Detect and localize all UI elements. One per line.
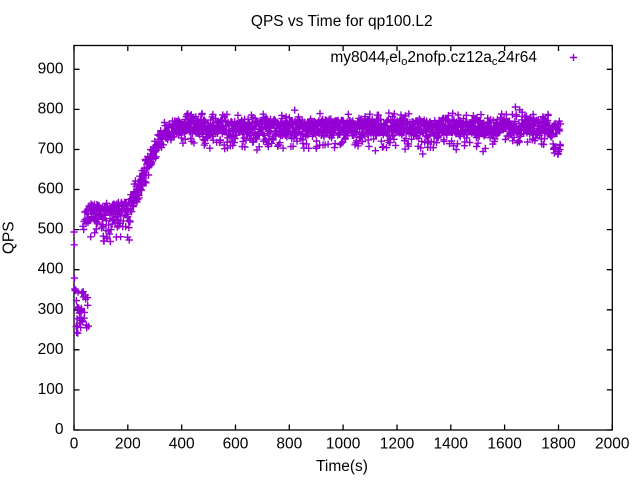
svg-text:400: 400 — [169, 436, 195, 453]
svg-text:500: 500 — [38, 221, 64, 238]
svg-text:600: 600 — [223, 436, 249, 453]
svg-text:1600: 1600 — [487, 436, 522, 453]
svg-text:Time(s): Time(s) — [316, 458, 368, 475]
svg-text:0: 0 — [70, 436, 79, 453]
svg-text:800: 800 — [38, 100, 64, 117]
svg-text:800: 800 — [276, 436, 302, 453]
svg-text:400: 400 — [38, 261, 64, 278]
svg-text:1400: 1400 — [434, 436, 469, 453]
svg-text:900: 900 — [38, 60, 64, 77]
svg-text:1000: 1000 — [326, 436, 361, 453]
svg-text:200: 200 — [38, 341, 64, 358]
svg-text:QPS: QPS — [1, 221, 18, 254]
svg-text:my8044relo2nofp.cz12ac24r64: my8044relo2nofp.cz12ac24r64 — [330, 49, 537, 68]
svg-text:1200: 1200 — [380, 436, 415, 453]
svg-text:2000: 2000 — [595, 436, 630, 453]
svg-text:700: 700 — [38, 141, 64, 158]
svg-text:100: 100 — [38, 381, 64, 398]
svg-text:1800: 1800 — [541, 436, 576, 453]
svg-text:0: 0 — [55, 421, 64, 438]
svg-text:200: 200 — [115, 436, 141, 453]
svg-text:300: 300 — [38, 301, 64, 318]
svg-text:QPS vs Time for qp100.L2: QPS vs Time for qp100.L2 — [251, 13, 433, 30]
svg-text:600: 600 — [38, 181, 64, 198]
